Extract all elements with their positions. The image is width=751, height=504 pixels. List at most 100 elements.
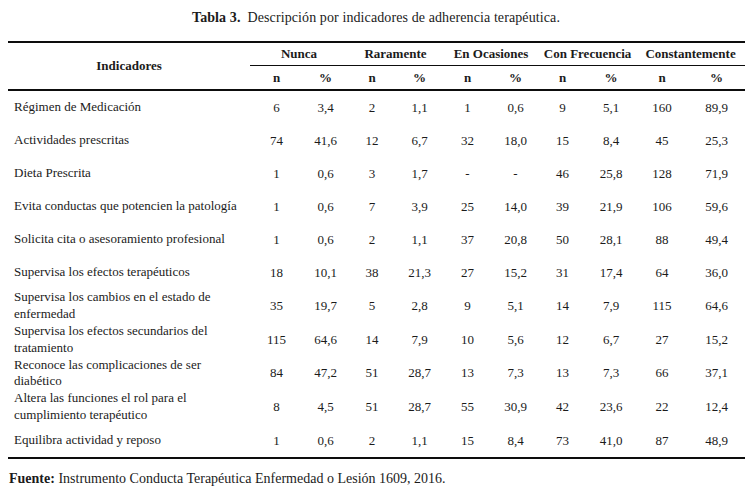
- row-label: Supervisa los efectos secundarios del tr…: [8, 323, 250, 357]
- cell-value: 1,1: [396, 223, 443, 256]
- cell-value: 87: [636, 424, 688, 458]
- cell-value: 21,3: [396, 256, 443, 289]
- cell-value: 27: [636, 323, 688, 357]
- cell-value: 20,8: [492, 223, 539, 256]
- cell-value: 30,9: [492, 390, 539, 424]
- cell-value: 22: [636, 390, 688, 424]
- cell-value: 2,8: [396, 289, 443, 323]
- cell-value: 1,1: [396, 90, 443, 124]
- cell-value: 12: [348, 124, 396, 157]
- cell-value: -: [443, 157, 492, 190]
- table-row: Régimen de Medicación63,421,110,695,1160…: [8, 90, 745, 124]
- cell-value: 0,6: [303, 190, 348, 223]
- cell-value: 47,2: [303, 357, 348, 391]
- cell-value: 36,0: [688, 256, 745, 289]
- table-row: Reconoce las complicaciones de ser diabé…: [8, 357, 745, 391]
- cell-value: 15,2: [492, 256, 539, 289]
- column-group-en-ocasiones: En Ocasiones: [443, 42, 539, 66]
- cell-value: 28,7: [396, 390, 443, 424]
- row-label: Actividades prescritas: [8, 124, 250, 157]
- row-label: Evita conductas que potencien la patolog…: [8, 190, 250, 223]
- cell-value: 8: [250, 390, 303, 424]
- cell-value: 88: [636, 223, 688, 256]
- cell-value: 14: [348, 323, 396, 357]
- cell-value: 50: [539, 223, 586, 256]
- cell-value: 6,7: [586, 323, 636, 357]
- source-note-label: Fuente:: [9, 471, 55, 486]
- cell-value: 1: [250, 190, 303, 223]
- cell-value: 115: [636, 289, 688, 323]
- column-subheader-n: n: [443, 66, 492, 91]
- cell-value: 3,9: [396, 190, 443, 223]
- cell-value: 55: [443, 390, 492, 424]
- cell-value: 41,0: [586, 424, 636, 458]
- source-note-text: Instrumento Conducta Terapéutica Enferme…: [55, 471, 446, 486]
- cell-value: 46: [539, 157, 586, 190]
- cell-value: 10: [443, 323, 492, 357]
- cell-value: 18,0: [492, 124, 539, 157]
- cell-value: 39: [539, 190, 586, 223]
- column-subheader-pct: %: [492, 66, 539, 91]
- cell-value: 14,0: [492, 190, 539, 223]
- cell-value: 14: [539, 289, 586, 323]
- cell-value: 42: [539, 390, 586, 424]
- cell-value: 1,1: [396, 424, 443, 458]
- column-subheader-n: n: [636, 66, 688, 91]
- cell-value: 28,7: [396, 357, 443, 391]
- cell-value: 38: [348, 256, 396, 289]
- cell-value: 25: [443, 190, 492, 223]
- cell-value: 48,9: [688, 424, 745, 458]
- table-title-text: Descripción por indicadores de adherenci…: [248, 10, 560, 25]
- cell-value: 27: [443, 256, 492, 289]
- table-row: Supervisa los efectos secundarios del tr…: [8, 323, 745, 357]
- cell-value: 13: [539, 357, 586, 391]
- cell-value: 41,6: [303, 124, 348, 157]
- column-subheader-pct: %: [303, 66, 348, 91]
- cell-value: 45: [636, 124, 688, 157]
- row-label: Supervisa los cambios en el estado de en…: [8, 289, 250, 323]
- cell-value: 64,6: [688, 289, 745, 323]
- table-title-number: Tabla 3.: [192, 10, 241, 25]
- column-subheader-n: n: [539, 66, 586, 91]
- cell-value: 17,4: [586, 256, 636, 289]
- cell-value: 25,8: [586, 157, 636, 190]
- cell-value: 0,6: [303, 424, 348, 458]
- cell-value: 4,5: [303, 390, 348, 424]
- cell-value: 7: [348, 190, 396, 223]
- table-row: Altera las funciones el rol para el cump…: [8, 390, 745, 424]
- row-label: Supervisa los efectos terapéuticos: [8, 256, 250, 289]
- column-subheader-pct: %: [586, 66, 636, 91]
- cell-value: 5,1: [586, 90, 636, 124]
- table-header: Indicadores Nunca Raramente En Ocasiones…: [8, 42, 745, 90]
- cell-value: 6,7: [396, 124, 443, 157]
- table-header-group-row: Indicadores Nunca Raramente En Ocasiones…: [8, 42, 745, 66]
- column-subheader-pct: %: [396, 66, 443, 91]
- cell-value: 51: [348, 357, 396, 391]
- row-label: Solicita cita o asesoramiento profesiona…: [8, 223, 250, 256]
- cell-value: 106: [636, 190, 688, 223]
- cell-value: 8,4: [492, 424, 539, 458]
- row-label: Dieta Prescrita: [8, 157, 250, 190]
- cell-value: 25,3: [688, 124, 745, 157]
- cell-value: 23,6: [586, 390, 636, 424]
- cell-value: 160: [636, 90, 688, 124]
- cell-value: 0,6: [492, 90, 539, 124]
- table-row: Supervisa los cambios en el estado de en…: [8, 289, 745, 323]
- cell-value: 5: [348, 289, 396, 323]
- cell-value: 51: [348, 390, 396, 424]
- cell-value: 12,4: [688, 390, 745, 424]
- cell-value: 13: [443, 357, 492, 391]
- cell-value: 10,1: [303, 256, 348, 289]
- column-group-con-frecuencia: Con Frecuencia: [539, 42, 636, 66]
- cell-value: 3,4: [303, 90, 348, 124]
- table-body: Régimen de Medicación63,421,110,695,1160…: [8, 90, 745, 458]
- table-title: Tabla 3. Descripción por indicadores de a…: [8, 10, 744, 26]
- cell-value: 31: [539, 256, 586, 289]
- row-label: Régimen de Medicación: [8, 90, 250, 124]
- page: Tabla 3. Descripción por indicadores de a…: [0, 0, 751, 487]
- cell-value: 0,6: [303, 223, 348, 256]
- cell-value: 5,6: [492, 323, 539, 357]
- table-row: Actividades prescritas7441,6126,73218,01…: [8, 124, 745, 157]
- cell-value: 15: [443, 424, 492, 458]
- cell-value: 1,7: [396, 157, 443, 190]
